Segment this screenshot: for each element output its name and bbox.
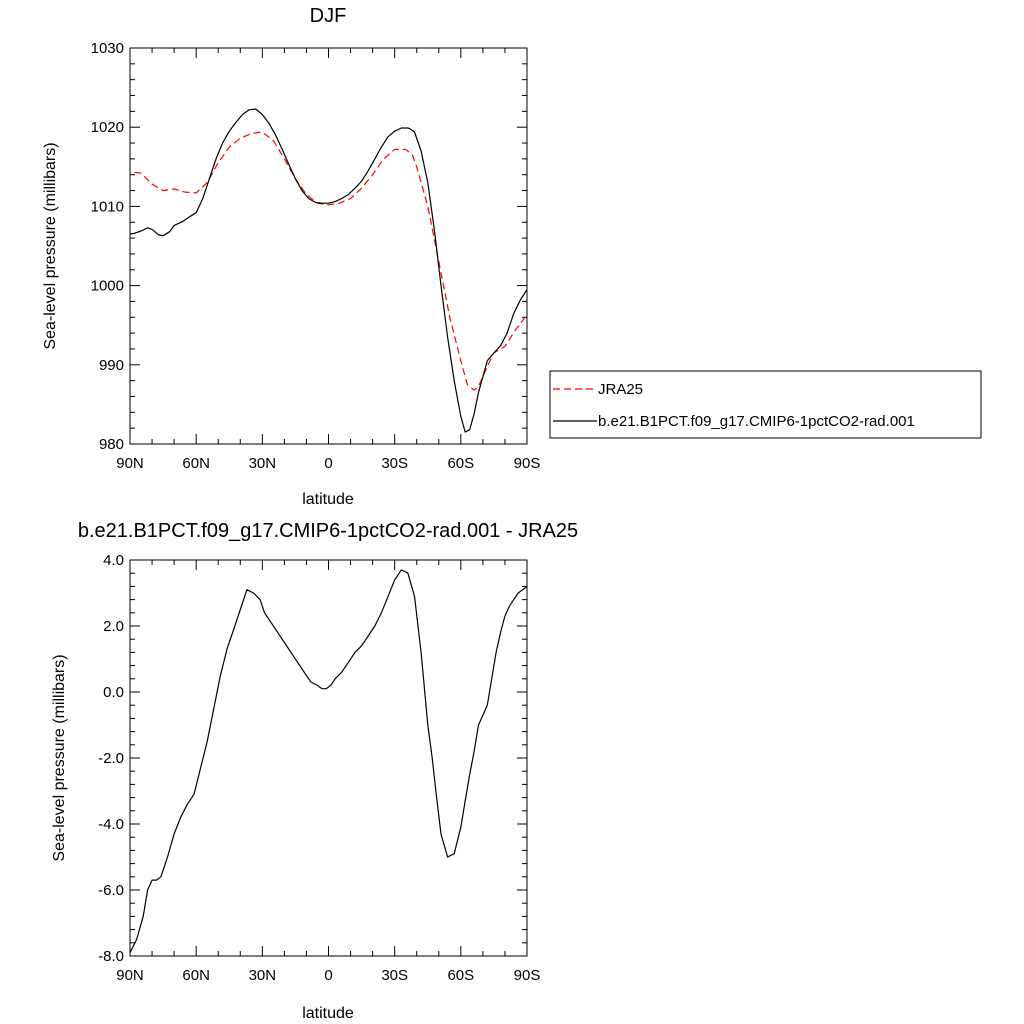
- bottom-series-line-0: [129, 569, 528, 953]
- bottom-ytick-label: -2.0: [98, 750, 124, 767]
- bottom-xtick-label: 30S: [381, 967, 408, 984]
- legend-label-model: b.e21.B1PCT.f09_g17.CMIP6-1pctCO2-rad.00…: [598, 413, 915, 430]
- panel-top-frame: [129, 47, 528, 445]
- panel-bottom-title: b.e21.B1PCT.f09_g17.CMIP6-1pctCO2-rad.00…: [78, 520, 578, 542]
- legend: JRA25 b.e21.B1PCT.f09_g17.CMIP6-1pctCO2-…: [549, 370, 982, 439]
- bottom-ytick-label: -6.0: [98, 882, 124, 899]
- top-xtick-label: 90N: [116, 455, 144, 472]
- top-ytick-label: 990: [99, 357, 124, 374]
- top-xtick-label: 30N: [249, 455, 277, 472]
- bottom-xtick-label: 0: [324, 967, 332, 984]
- panel-bottom-ylabel: Sea-level pressure (millibars): [51, 654, 68, 861]
- bottom-xtick-label: 90N: [116, 967, 144, 984]
- legend-box: [549, 370, 982, 439]
- top-xtick-label: 90S: [514, 455, 541, 472]
- panel-bottom: b.e21.B1PCT.f09_g17.CMIP6-1pctCO2-rad.00…: [51, 520, 578, 1022]
- top-series-line-1: [129, 108, 528, 433]
- bottom-ytick-label: 4.0: [103, 552, 124, 569]
- bottom-ytick-label: 0.0: [103, 684, 124, 701]
- top-series-line-0: [134, 131, 528, 391]
- panel-bottom-series: [129, 569, 528, 953]
- panel-bottom-ticks: [129, 559, 528, 957]
- top-xtick-label: 0: [324, 455, 332, 472]
- panel-bottom-xlabel: latitude: [302, 1005, 354, 1022]
- bottom-xtick-label: 30N: [249, 967, 277, 984]
- panel-top-ylabel: Sea-level pressure (millibars): [42, 142, 59, 349]
- panel-top-series: [129, 108, 528, 433]
- bottom-ytick-label: -4.0: [98, 816, 124, 833]
- panel-top-xlabel: latitude: [302, 491, 354, 508]
- top-ytick-label: 1010: [91, 198, 124, 215]
- top-ytick-label: 1000: [91, 278, 124, 295]
- legend-label-jra25: JRA25: [598, 381, 643, 398]
- bottom-ytick-label: 2.0: [103, 618, 124, 635]
- bottom-xtick-label: 90S: [514, 967, 541, 984]
- top-xtick-label: 60S: [447, 455, 474, 472]
- panel-top-title: DJF: [310, 5, 347, 27]
- panel-top: DJF 90N 60N 30N 0 30S 60S 90S 980 990 1000 1010 102…: [42, 5, 982, 508]
- bottom-ytick-label: -8.0: [98, 948, 124, 965]
- top-ytick-label: 1030: [91, 40, 124, 57]
- bottom-xtick-label: 60N: [182, 967, 210, 984]
- panel-bottom-tick-labels: 90N 60N 30N 0 30S 60S 90S -8.0 -6.0 -4.0 -2.0 0.0 2.…: [98, 552, 540, 984]
- top-ytick-label: 1020: [91, 119, 124, 136]
- top-xtick-label: 30S: [381, 455, 408, 472]
- bottom-xtick-label: 60S: [447, 967, 474, 984]
- panel-bottom-frame: [129, 559, 528, 957]
- top-ytick-label: 980: [99, 436, 124, 453]
- panel-top-tick-labels: 90N 60N 30N 0 30S 60S 90S 980 990 1000 1010 1020 103…: [91, 40, 541, 472]
- top-xtick-label: 60N: [182, 455, 210, 472]
